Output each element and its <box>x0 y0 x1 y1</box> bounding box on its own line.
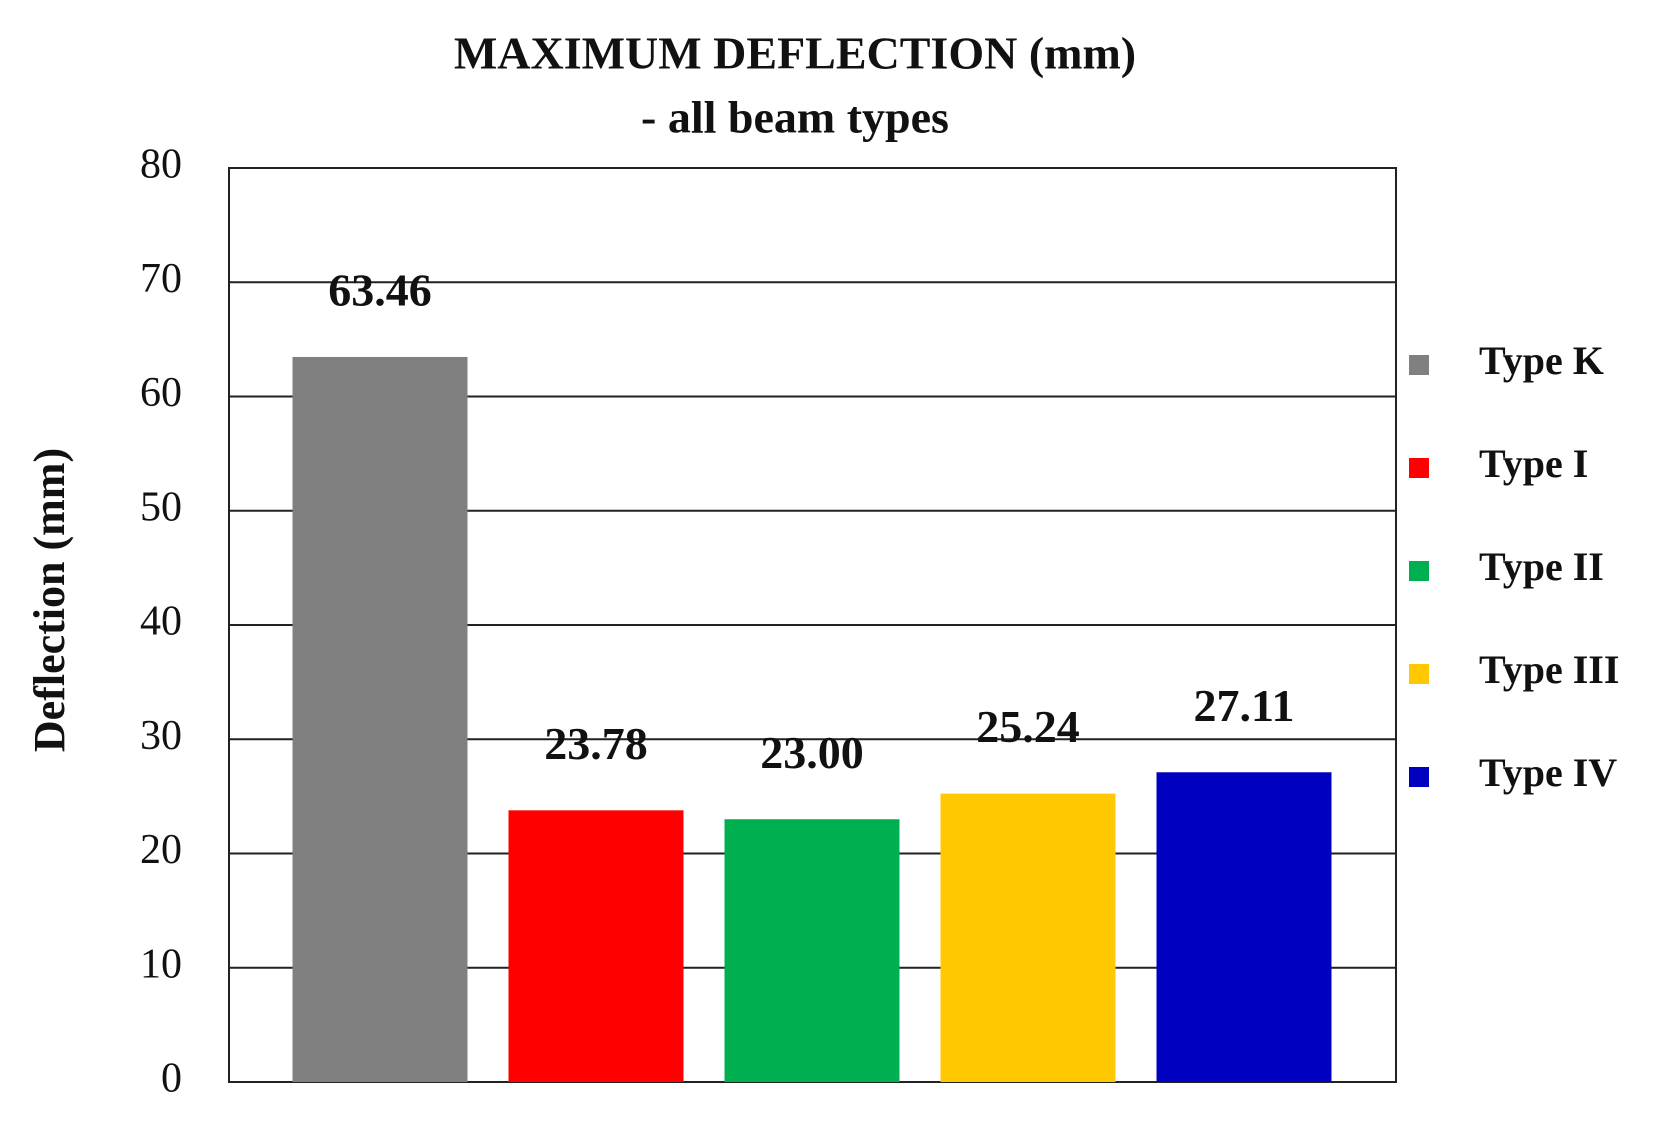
legend-swatch <box>1409 767 1429 787</box>
bar <box>292 356 468 1083</box>
chart-subtitle: - all beam types <box>641 92 949 143</box>
y-tick-label: 60 <box>140 370 182 416</box>
y-tick-label: 70 <box>140 256 182 302</box>
y-tick-label: 50 <box>140 484 182 530</box>
bar <box>940 793 1116 1082</box>
legend-label: Type K <box>1479 338 1604 383</box>
value-label: 63.46 <box>328 265 432 316</box>
legend-swatch <box>1409 561 1429 581</box>
bar <box>724 819 900 1082</box>
legend-swatch <box>1409 458 1429 478</box>
legend-label: Type III <box>1479 647 1619 692</box>
value-label: 23.78 <box>544 718 648 769</box>
y-tick-label: 80 <box>140 142 182 188</box>
y-tick-label: 10 <box>140 941 182 987</box>
legend-swatch <box>1409 355 1429 375</box>
value-label: 23.00 <box>760 727 864 778</box>
value-label: 25.24 <box>976 701 1080 752</box>
legend-label: Type IV <box>1479 750 1617 795</box>
y-tick-label: 0 <box>161 1056 182 1102</box>
y-tick-label: 40 <box>140 599 182 645</box>
y-tick-label: 30 <box>140 713 182 759</box>
y-axis-label: Deflection (mm) <box>25 448 74 752</box>
legend-swatch <box>1409 664 1429 684</box>
value-label: 27.11 <box>1194 680 1295 731</box>
legend-label: Type II <box>1479 544 1604 589</box>
chart-title: MAXIMUM DEFLECTION (mm) <box>454 28 1136 79</box>
legend-label: Type I <box>1479 441 1588 486</box>
y-tick-label: 20 <box>140 827 182 873</box>
bar <box>1156 772 1332 1082</box>
bar <box>508 810 684 1082</box>
